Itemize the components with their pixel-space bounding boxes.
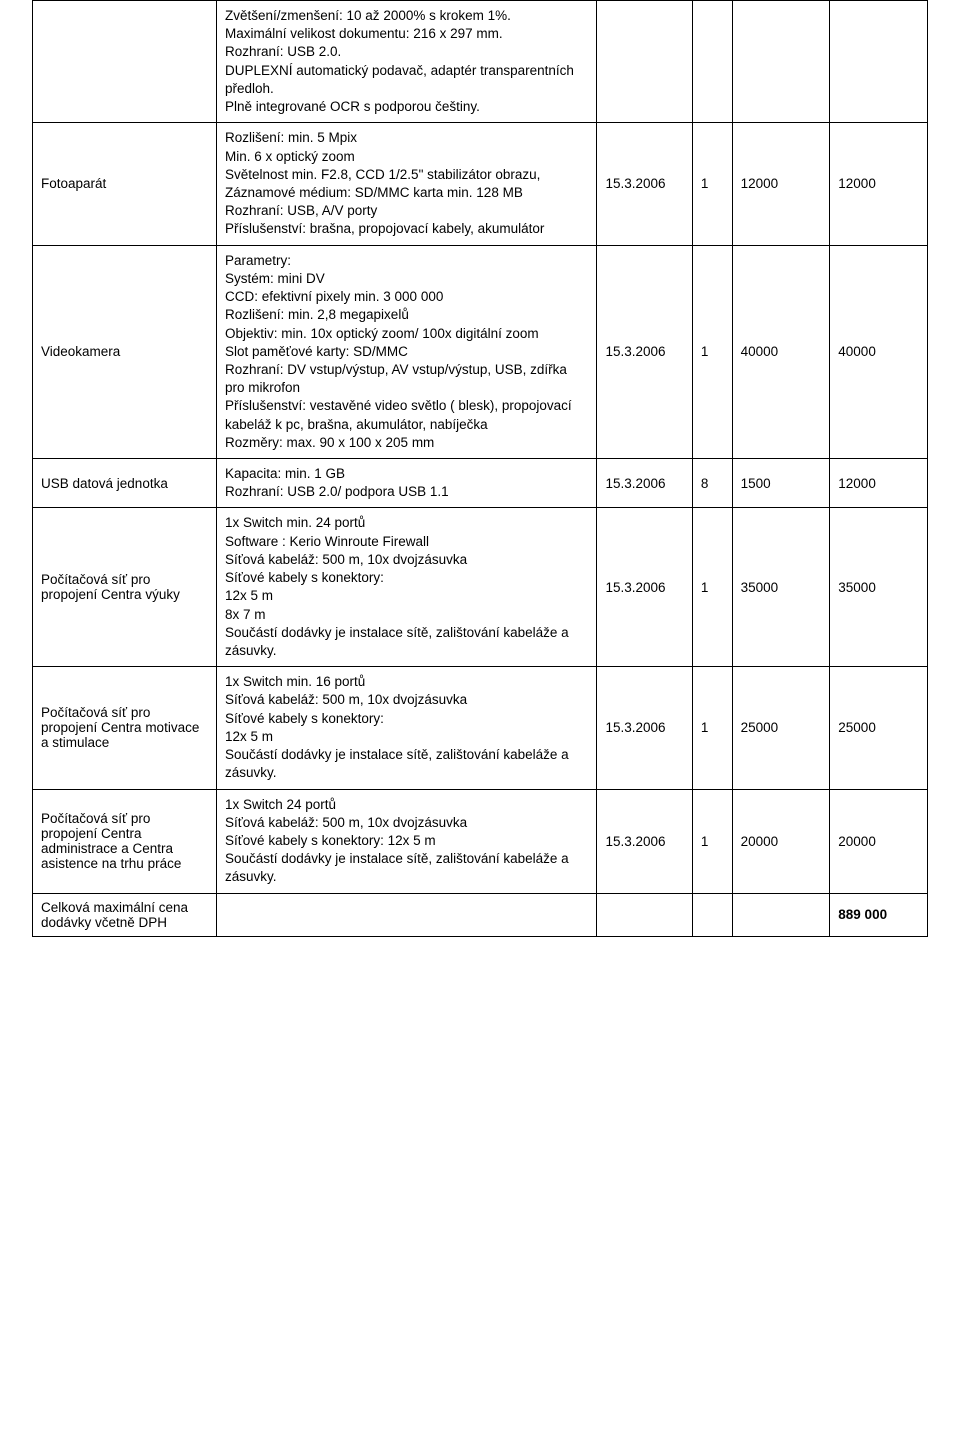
table-cell: 1 <box>692 508 732 667</box>
table-cell: Fotoaparát <box>33 123 217 245</box>
table-cell: 1500 <box>732 459 830 508</box>
table-cell: 20000 <box>830 789 928 893</box>
table-cell: Počítačová síť pro propojení Centra moti… <box>33 667 217 789</box>
table-row: Zvětšení/zmenšení: 10 až 2000% s krokem … <box>33 1 928 123</box>
table-cell: Celková maximální cena dodávky včetně DP… <box>33 893 217 936</box>
table-cell: Počítačová síť pro propojení Centra výuk… <box>33 508 217 667</box>
table-cell: 40000 <box>830 245 928 458</box>
spec-table: Zvětšení/zmenšení: 10 až 2000% s krokem … <box>32 0 928 937</box>
table-cell: 1x Switch min. 16 portůSíťová kabeláž: 5… <box>216 667 596 789</box>
table-cell: 25000 <box>830 667 928 789</box>
table-cell: 15.3.2006 <box>597 508 692 667</box>
table-cell: 1 <box>692 789 732 893</box>
table-row: Počítačová síť pro propojení Centra moti… <box>33 667 928 789</box>
table-cell: 15.3.2006 <box>597 667 692 789</box>
table-row: Počítačová síť pro propojení Centra výuk… <box>33 508 928 667</box>
table-row: Počítačová síť pro propojení Centra admi… <box>33 789 928 893</box>
table-cell: 12000 <box>732 123 830 245</box>
table-cell: 1 <box>692 667 732 789</box>
table-row: FotoaparátRozlišení: min. 5 MpixMin. 6 x… <box>33 123 928 245</box>
table-cell: 8 <box>692 459 732 508</box>
table-cell <box>830 1 928 123</box>
table-cell: Rozlišení: min. 5 MpixMin. 6 x optický z… <box>216 123 596 245</box>
table-cell: 1x Switch 24 portůSíťová kabeláž: 500 m,… <box>216 789 596 893</box>
table-cell: 1 <box>692 245 732 458</box>
table-cell <box>692 1 732 123</box>
table-cell <box>732 893 830 936</box>
table-cell <box>33 1 217 123</box>
table-cell: 35000 <box>830 508 928 667</box>
table-row: Celková maximální cena dodávky včetně DP… <box>33 893 928 936</box>
table-cell: 15.3.2006 <box>597 459 692 508</box>
table-cell: 25000 <box>732 667 830 789</box>
table-cell <box>692 893 732 936</box>
table-cell: Počítačová síť pro propojení Centra admi… <box>33 789 217 893</box>
table-cell: Kapacita: min. 1 GBRozhraní: USB 2.0/ po… <box>216 459 596 508</box>
table-cell: 12000 <box>830 123 928 245</box>
table-cell: Parametry:Systém: mini DVCCD: efektivní … <box>216 245 596 458</box>
table-cell: Zvětšení/zmenšení: 10 až 2000% s krokem … <box>216 1 596 123</box>
table-cell: 1 <box>692 123 732 245</box>
table-cell: 35000 <box>732 508 830 667</box>
table-row: USB datová jednotkaKapacita: min. 1 GBRo… <box>33 459 928 508</box>
table-cell: 20000 <box>732 789 830 893</box>
table-cell: 15.3.2006 <box>597 123 692 245</box>
table-cell: USB datová jednotka <box>33 459 217 508</box>
table-cell: 15.3.2006 <box>597 789 692 893</box>
table-cell: 15.3.2006 <box>597 245 692 458</box>
table-cell: 1x Switch min. 24 portůSoftware : Kerio … <box>216 508 596 667</box>
table-cell <box>732 1 830 123</box>
table-cell: 40000 <box>732 245 830 458</box>
table-cell <box>597 893 692 936</box>
table-cell <box>597 1 692 123</box>
table-cell: 12000 <box>830 459 928 508</box>
table-cell: Videokamera <box>33 245 217 458</box>
document-page: Zvětšení/zmenšení: 10 až 2000% s krokem … <box>0 0 960 977</box>
table-cell <box>216 893 596 936</box>
table-cell: 889 000 <box>830 893 928 936</box>
table-row: VideokameraParametry:Systém: mini DVCCD:… <box>33 245 928 458</box>
